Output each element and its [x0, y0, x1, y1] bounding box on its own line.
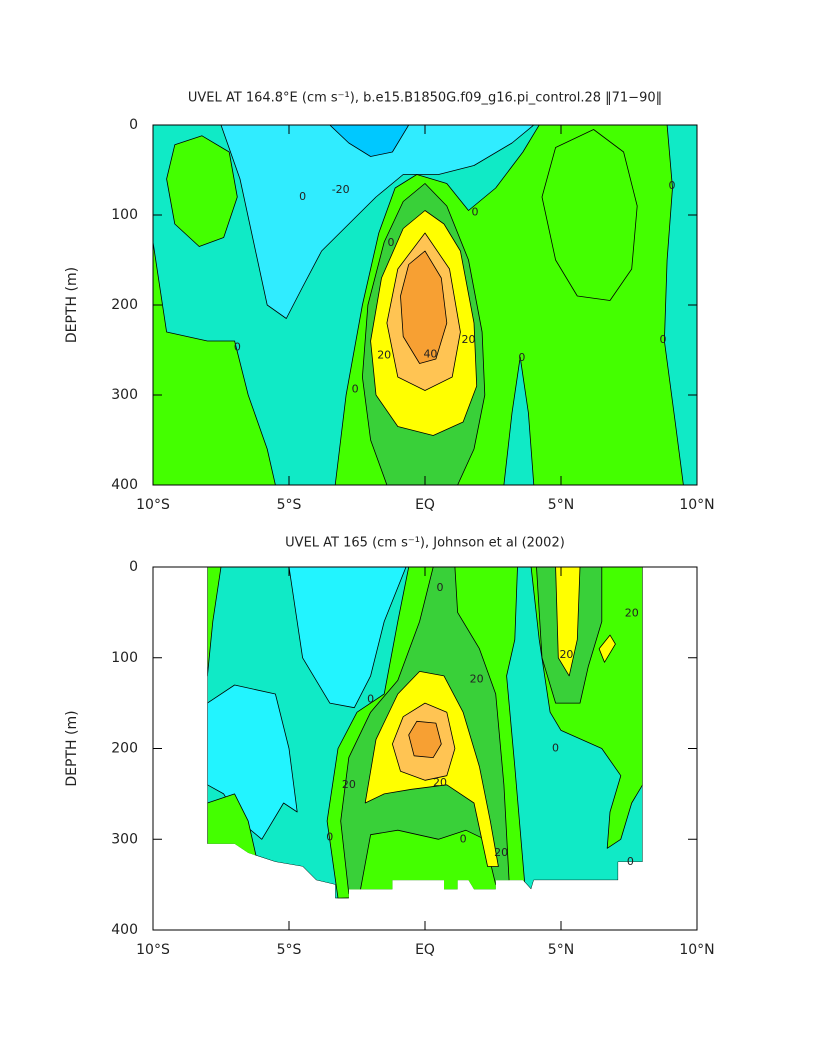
- contour-label: 0: [299, 190, 306, 203]
- contour-label: 0: [326, 830, 333, 843]
- contour-label: 20: [559, 648, 573, 661]
- contour-label: 0: [388, 236, 395, 249]
- contour-label: 40: [423, 348, 437, 361]
- x-tick-label: 5°N: [548, 497, 574, 513]
- contour-label: 20: [433, 776, 447, 789]
- contour-label: 20: [377, 348, 391, 361]
- contour-band: [220, 125, 535, 319]
- y-tick-label: 100: [111, 207, 138, 223]
- y-tick-label: 200: [111, 297, 138, 313]
- x-tick-label: 5°S: [277, 497, 302, 513]
- y-tick-label: 400: [111, 922, 138, 938]
- contour-label: 0: [460, 832, 467, 845]
- contour-label: 0: [436, 581, 443, 594]
- contour-label: 20: [494, 846, 508, 859]
- contour-band: [288, 567, 407, 709]
- contour-bands: [207, 567, 643, 899]
- x-tick-label: 5°N: [548, 942, 574, 958]
- contour-band: [207, 567, 222, 677]
- contour-label: 0: [352, 383, 359, 396]
- contour-label: 20: [342, 778, 356, 791]
- y-tick-label: 0: [129, 559, 138, 575]
- contour-label: 0: [367, 692, 374, 705]
- x-tick-label: 5°S: [277, 942, 302, 958]
- contour-label: 0: [472, 205, 479, 218]
- x-tick-label: 10°N: [679, 942, 714, 958]
- contour-band: [408, 720, 442, 758]
- contour-label: 20: [625, 606, 639, 619]
- contour-label: 0: [668, 179, 675, 192]
- contour-label: 0: [627, 855, 634, 868]
- contour-label: 0: [660, 333, 667, 346]
- y-axis-label: DEPTH (m): [64, 267, 80, 343]
- contour-label: 20: [470, 673, 484, 686]
- contour-band: [329, 125, 410, 157]
- contour-label: 0: [552, 742, 559, 755]
- chart-title: UVEL AT 164.8°E (cm s⁻¹), b.e15.B1850G.f…: [188, 91, 662, 106]
- y-tick-label: 400: [111, 477, 138, 493]
- y-tick-label: 0: [129, 117, 138, 133]
- y-tick-label: 200: [111, 741, 138, 757]
- contour-label: -20: [332, 183, 350, 196]
- y-tick-label: 100: [111, 650, 138, 666]
- contour-bands: [153, 125, 697, 485]
- x-tick-label: 10°S: [136, 497, 170, 513]
- x-tick-label: EQ: [415, 497, 435, 513]
- contour-label: 0: [518, 351, 525, 364]
- contour-band: [153, 241, 276, 485]
- contour-band: [555, 567, 581, 677]
- y-axis-label: DEPTH (m): [64, 710, 80, 786]
- x-tick-label: 10°S: [136, 942, 170, 958]
- contour-band: [400, 250, 448, 364]
- contour-fill: [207, 567, 643, 899]
- contour-band: [207, 793, 257, 858]
- contour-band: [541, 129, 638, 301]
- contour-label: 20: [462, 333, 476, 346]
- contour-band: [166, 135, 238, 247]
- y-tick-label: 300: [111, 831, 138, 847]
- x-tick-label: 10°N: [679, 497, 714, 513]
- contour-fill: [153, 125, 697, 485]
- contour-label: 0: [234, 340, 241, 353]
- chart-title: UVEL AT 165 (cm s⁻¹), Johnson et al (200…: [285, 536, 565, 551]
- y-tick-label: 300: [111, 387, 138, 403]
- contour-band: [598, 634, 616, 663]
- x-tick-label: EQ: [415, 942, 435, 958]
